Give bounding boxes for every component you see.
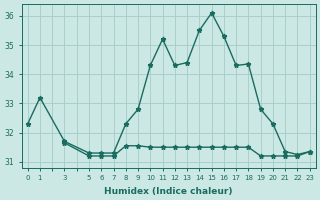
X-axis label: Humidex (Indice chaleur): Humidex (Indice chaleur) [104,187,233,196]
